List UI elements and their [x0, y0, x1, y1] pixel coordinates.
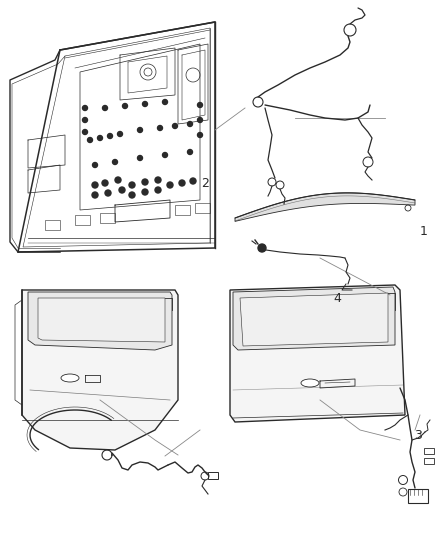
- Polygon shape: [235, 193, 415, 221]
- Circle shape: [173, 124, 177, 128]
- Circle shape: [142, 101, 148, 107]
- Circle shape: [162, 152, 167, 157]
- Text: 3: 3: [414, 430, 422, 442]
- Circle shape: [88, 138, 92, 142]
- Circle shape: [119, 187, 125, 193]
- Circle shape: [113, 159, 117, 165]
- Circle shape: [138, 127, 142, 133]
- Polygon shape: [233, 287, 395, 350]
- Circle shape: [198, 117, 202, 123]
- Circle shape: [82, 130, 88, 134]
- Circle shape: [129, 182, 135, 188]
- Circle shape: [138, 156, 142, 160]
- Circle shape: [82, 117, 88, 123]
- Bar: [45, 220, 60, 230]
- Bar: [424, 458, 434, 464]
- Polygon shape: [230, 285, 405, 422]
- Circle shape: [82, 106, 88, 110]
- Text: 4: 4: [333, 292, 341, 305]
- Circle shape: [115, 177, 121, 183]
- Circle shape: [167, 182, 173, 188]
- Bar: [408, 489, 428, 503]
- Bar: [100, 213, 115, 223]
- Bar: [424, 448, 434, 454]
- Circle shape: [102, 180, 108, 186]
- Circle shape: [102, 106, 107, 110]
- Circle shape: [198, 102, 202, 108]
- Ellipse shape: [61, 374, 79, 382]
- Circle shape: [162, 100, 167, 104]
- Circle shape: [92, 182, 98, 188]
- Circle shape: [92, 192, 98, 198]
- Circle shape: [198, 133, 202, 138]
- Circle shape: [258, 244, 266, 252]
- Polygon shape: [22, 290, 178, 450]
- Bar: [208, 472, 218, 479]
- Circle shape: [129, 192, 135, 198]
- Circle shape: [187, 122, 192, 126]
- Polygon shape: [28, 292, 172, 350]
- Circle shape: [92, 163, 98, 167]
- Circle shape: [142, 179, 148, 185]
- Circle shape: [98, 135, 102, 141]
- Bar: [75, 215, 90, 225]
- Text: 2: 2: [201, 177, 209, 190]
- Ellipse shape: [301, 379, 319, 387]
- Circle shape: [190, 178, 196, 184]
- Circle shape: [105, 190, 111, 196]
- Text: 1: 1: [420, 225, 427, 238]
- Circle shape: [155, 177, 161, 183]
- Circle shape: [107, 133, 113, 139]
- Circle shape: [187, 149, 192, 155]
- Polygon shape: [38, 298, 165, 342]
- Bar: [195, 203, 210, 213]
- Bar: [175, 205, 190, 215]
- Polygon shape: [240, 293, 388, 346]
- Circle shape: [179, 180, 185, 186]
- Circle shape: [123, 103, 127, 109]
- Circle shape: [142, 189, 148, 195]
- Circle shape: [158, 125, 162, 131]
- Circle shape: [117, 132, 123, 136]
- Circle shape: [155, 187, 161, 193]
